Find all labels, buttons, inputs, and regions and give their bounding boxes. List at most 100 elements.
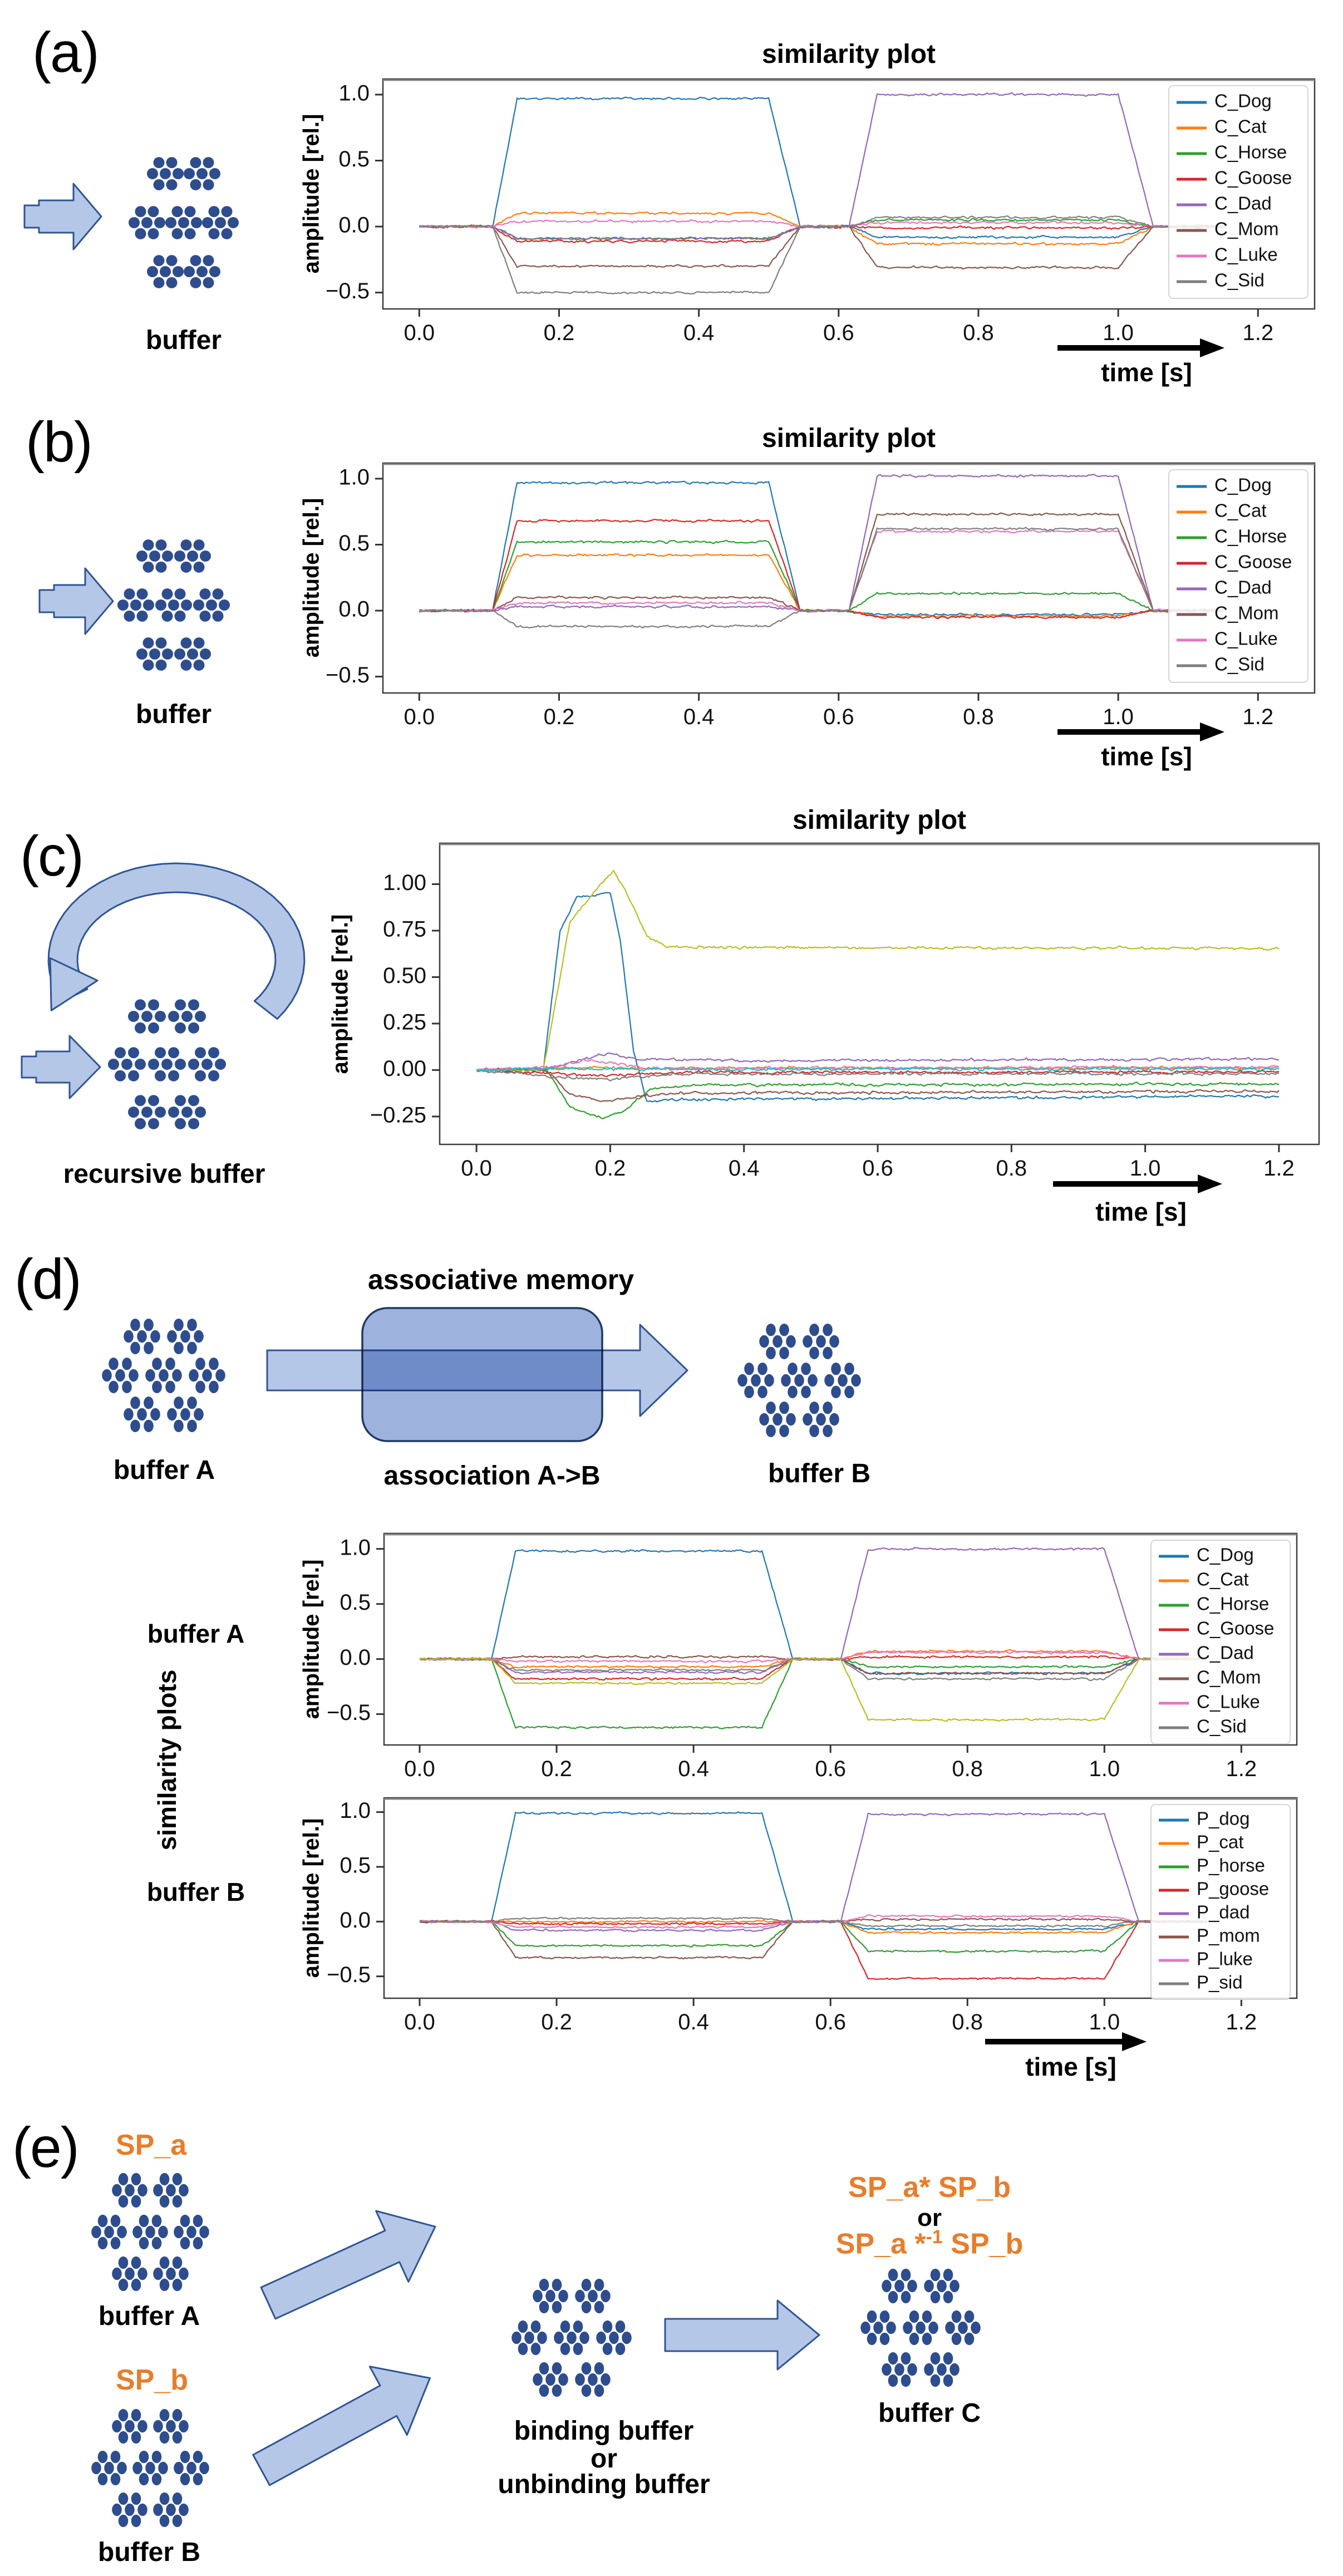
svg-text:0.00: 0.00 xyxy=(383,1056,426,1081)
svg-text:1.0: 1.0 xyxy=(1103,321,1134,345)
time-arrow-d xyxy=(985,2032,1147,2051)
association-label: association A->B xyxy=(383,1461,601,1491)
chart-c-svg: 1.00 0.75 0.50 0.25 0.00 −0.25 0.0 0.2 0.4 0.6 0.8… xyxy=(370,842,1320,1181)
legend-label-P_mom: P_mom xyxy=(1197,1925,1260,1946)
similarity-chart-buffer-a: 1.0 0.5 0.0 −0.5 0.0 0.2 0.4 0.6 0.8 1.0 1.2 C_Dog C… xyxy=(327,1532,1298,1781)
buffer-cluster-b xyxy=(117,539,230,671)
legend-label-P_luke: P_luke xyxy=(1197,1949,1253,1969)
legend-label-C_Sid: C_Sid xyxy=(1214,270,1265,291)
series-unlabeled-2 xyxy=(476,1068,1280,1119)
binding-buffer-line2: or xyxy=(591,2444,617,2474)
buffer-a-cluster-e xyxy=(91,2172,209,2292)
svg-text:1.0: 1.0 xyxy=(1130,1156,1161,1181)
input-arrow-c xyxy=(21,1035,101,1099)
legend-label-C_Mom: C_Mom xyxy=(1197,1667,1261,1688)
association-arrow xyxy=(266,1324,688,1417)
buffer-c-cluster xyxy=(860,2268,981,2387)
recursion-arc-arrow xyxy=(47,862,306,1020)
buffer-b-cluster-d xyxy=(737,1324,861,1437)
legend-label-C_Mom: C_Mom xyxy=(1214,219,1279,239)
time-arrow-b xyxy=(1057,722,1224,741)
svg-text:0.4: 0.4 xyxy=(729,1156,760,1181)
legend-label-C_Sid: C_Sid xyxy=(1214,654,1265,675)
svg-text:0.0: 0.0 xyxy=(338,213,370,238)
svg-text:0.6: 0.6 xyxy=(823,321,854,345)
similarity-chart-a: 1.0 0.5 0.0 −0.5 0.0 0.2 0.4 0.6 0.8 1.0 1.2 C_Dog C… xyxy=(326,78,1316,345)
svg-text:0.0: 0.0 xyxy=(404,705,435,729)
svg-text:0.5: 0.5 xyxy=(338,531,370,555)
recursive-buffer-label: recursive buffer xyxy=(63,1159,265,1189)
binding-buffer-line3: unbinding buffer xyxy=(498,2470,710,2499)
series-C_Sid xyxy=(419,215,1223,295)
svg-text:0.4: 0.4 xyxy=(678,2010,709,2034)
svg-text:0.0: 0.0 xyxy=(340,1908,371,1933)
recursion-arc-arrow-head xyxy=(49,957,99,1011)
binding-buffer-line1: binding buffer xyxy=(514,2416,694,2446)
buffer-c-label: buffer C xyxy=(878,2398,981,2428)
time-arrow-c xyxy=(1053,1174,1222,1193)
panel-label-d: (d) xyxy=(14,1247,82,1311)
legend-label-C_Luke: C_Luke xyxy=(1197,1692,1260,1712)
svg-text:1.2: 1.2 xyxy=(1263,1156,1295,1181)
chart-b-svg: 1.00.50.0−0.50.0 0.2 0.4 0.6 0.8 1.0 1.2C_DogC… xyxy=(326,462,1316,729)
svg-text:0.8: 0.8 xyxy=(963,705,994,729)
svg-text:0.0: 0.0 xyxy=(404,1757,435,1781)
legend-label-C_Cat: C_Cat xyxy=(1197,1569,1249,1590)
time-label-c: time [s] xyxy=(1095,1197,1187,1226)
svg-text:1.0: 1.0 xyxy=(1089,1757,1120,1781)
svg-text:0.2: 0.2 xyxy=(544,321,575,345)
formula-unbind-suffix: SP_b xyxy=(942,2228,1024,2260)
legend-label-C_Dad: C_Dad xyxy=(1197,1643,1254,1663)
legend-label-P_cat: P_cat xyxy=(1197,1832,1243,1852)
buffer-a-label-e: buffer A xyxy=(98,2302,200,2331)
svg-text:1.0: 1.0 xyxy=(1089,2010,1120,2034)
svg-text:0.0: 0.0 xyxy=(404,2010,435,2034)
svg-text:−0.5: −0.5 xyxy=(326,663,370,687)
legend: C_Dog C_Cat C_Horse C_Goose C_Dad C_Mom C_Luke… xyxy=(1168,469,1308,683)
legend-label-C_Dog: C_Dog xyxy=(1214,475,1272,495)
series-unlabeled-4 xyxy=(476,1052,1280,1073)
legend-label-C_Dog: C_Dog xyxy=(1197,1545,1254,1565)
legend-label-C_Cat: C_Cat xyxy=(1214,500,1267,521)
legend-label-C_Dog: C_Dog xyxy=(1214,91,1272,111)
buffer-a-diagram-label: buffer A xyxy=(113,1456,215,1485)
svg-text:0.5: 0.5 xyxy=(338,147,370,171)
svg-text:1.0: 1.0 xyxy=(338,81,370,106)
legend-label-C_Luke: C_Luke xyxy=(1214,244,1278,265)
svg-text:1.2: 1.2 xyxy=(1242,705,1273,729)
series-unlabeled-3 xyxy=(476,1069,1280,1078)
similarity-chart-c: 1.00 0.75 0.50 0.25 0.00 −0.25 0.0 0.2 0.4 0.6 0.8… xyxy=(370,842,1320,1181)
svg-text:0.25: 0.25 xyxy=(383,1010,426,1034)
associative-memory-title: associative memory xyxy=(367,1264,634,1295)
time-label-b: time [s] xyxy=(1101,742,1192,771)
legend-label-P_horse: P_horse xyxy=(1197,1855,1265,1876)
formula-unbind: SP_a *-1 SP_b xyxy=(836,2226,1024,2260)
y-axis-label-a: amplitude [rel.] xyxy=(299,114,324,274)
svg-text:0.8: 0.8 xyxy=(963,321,994,345)
svg-text:0.75: 0.75 xyxy=(383,917,426,942)
recursive-buffer-cluster xyxy=(108,999,226,1129)
formula-bind: SP_a* SP_b xyxy=(848,2171,1011,2204)
legend-label-C_Mom: C_Mom xyxy=(1214,603,1279,623)
series-unlabeled-8 xyxy=(419,1656,1208,1722)
chart-db-svg: 1.00.50.0−0.50.0 0.2 0.4 0.6 0.8 1.0 1.2P_dogP… xyxy=(327,1797,1298,2034)
svg-text:1.2: 1.2 xyxy=(1226,2010,1257,2034)
y-axis-label-c: amplitude [rel.] xyxy=(328,914,353,1074)
series-C_Sid xyxy=(419,527,1223,629)
formula-unbind-prefix: SP_a * xyxy=(835,2228,926,2260)
svg-text:0.2: 0.2 xyxy=(541,2010,572,2034)
series-C_Luke xyxy=(419,219,1223,229)
buffer-label-b: buffer xyxy=(136,700,211,729)
legend-label-C_Sid: C_Sid xyxy=(1197,1716,1247,1737)
formula-or: or xyxy=(917,2204,942,2231)
svg-text:1.2: 1.2 xyxy=(1226,1757,1257,1781)
buffer-label-a: buffer xyxy=(146,326,222,355)
svg-text:0.50: 0.50 xyxy=(383,963,426,988)
formula-unbind-sup: -1 xyxy=(926,2226,943,2248)
svg-text:0.4: 0.4 xyxy=(683,321,715,345)
legend-label-P_sid: P_sid xyxy=(1197,1972,1243,1993)
bind-arrow-lower xyxy=(252,2366,431,2486)
series-unlabeled-8 xyxy=(476,869,1280,1073)
